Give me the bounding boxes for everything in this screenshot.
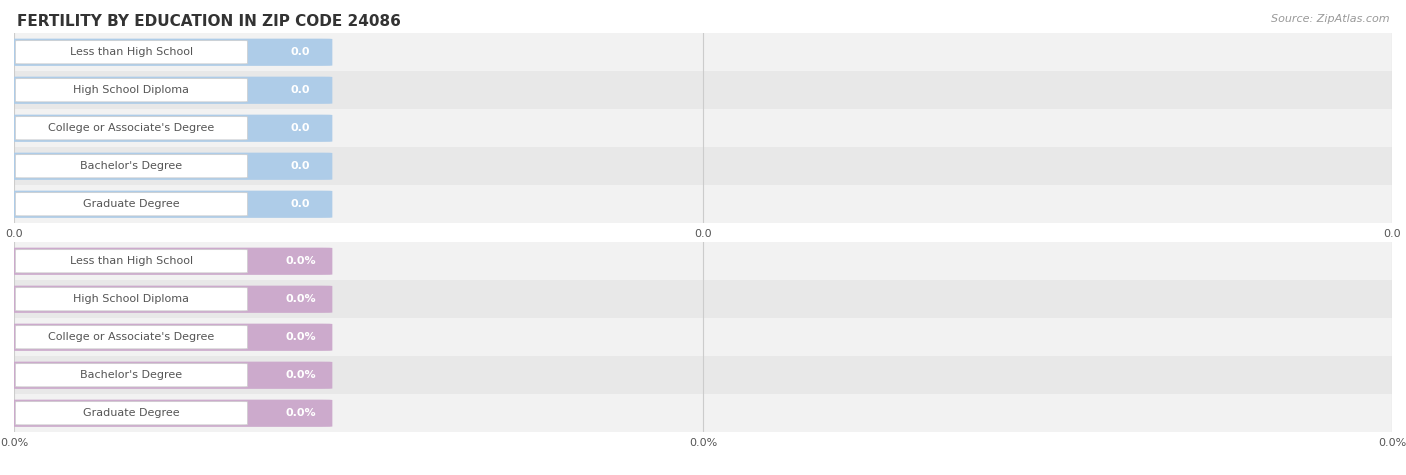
FancyBboxPatch shape	[15, 41, 247, 64]
FancyBboxPatch shape	[7, 323, 332, 351]
Text: Less than High School: Less than High School	[70, 256, 193, 266]
Text: 0.0: 0.0	[291, 47, 311, 57]
Text: Graduate Degree: Graduate Degree	[83, 199, 180, 209]
Bar	[14, 147, 1392, 185]
FancyBboxPatch shape	[7, 399, 332, 427]
Bar	[14, 185, 1392, 223]
Text: 0.0: 0.0	[291, 199, 311, 209]
Text: 0.0%: 0.0%	[285, 332, 316, 342]
Text: College or Associate's Degree: College or Associate's Degree	[48, 332, 215, 342]
FancyBboxPatch shape	[15, 402, 247, 425]
Bar	[14, 71, 1392, 109]
Bar	[14, 33, 1392, 71]
FancyBboxPatch shape	[7, 152, 332, 180]
Text: FERTILITY BY EDUCATION IN ZIP CODE 24086: FERTILITY BY EDUCATION IN ZIP CODE 24086	[17, 14, 401, 29]
Text: 0.0: 0.0	[291, 161, 311, 171]
Text: High School Diploma: High School Diploma	[73, 294, 190, 304]
Text: Bachelor's Degree: Bachelor's Degree	[80, 161, 183, 171]
Bar	[14, 318, 1392, 356]
FancyBboxPatch shape	[7, 76, 332, 104]
Bar	[14, 242, 1392, 280]
FancyBboxPatch shape	[7, 361, 332, 389]
Text: 0.0%: 0.0%	[285, 256, 316, 266]
Bar	[14, 356, 1392, 394]
Text: Bachelor's Degree: Bachelor's Degree	[80, 370, 183, 380]
Text: Less than High School: Less than High School	[70, 47, 193, 57]
FancyBboxPatch shape	[15, 288, 247, 311]
Text: 0.0%: 0.0%	[285, 408, 316, 418]
FancyBboxPatch shape	[15, 79, 247, 102]
Text: 0.0: 0.0	[291, 85, 311, 95]
FancyBboxPatch shape	[15, 364, 247, 387]
Bar	[14, 109, 1392, 147]
Text: Source: ZipAtlas.com: Source: ZipAtlas.com	[1271, 14, 1389, 24]
FancyBboxPatch shape	[15, 155, 247, 178]
Text: 0.0%: 0.0%	[285, 294, 316, 304]
FancyBboxPatch shape	[7, 114, 332, 142]
Bar	[14, 280, 1392, 318]
Text: Graduate Degree: Graduate Degree	[83, 408, 180, 418]
Text: College or Associate's Degree: College or Associate's Degree	[48, 123, 215, 133]
Bar	[14, 394, 1392, 432]
Text: 0.0%: 0.0%	[285, 370, 316, 380]
Text: 0.0: 0.0	[291, 123, 311, 133]
FancyBboxPatch shape	[7, 285, 332, 313]
FancyBboxPatch shape	[15, 117, 247, 140]
FancyBboxPatch shape	[7, 38, 332, 66]
FancyBboxPatch shape	[15, 326, 247, 349]
FancyBboxPatch shape	[7, 190, 332, 218]
Text: High School Diploma: High School Diploma	[73, 85, 190, 95]
FancyBboxPatch shape	[7, 247, 332, 275]
FancyBboxPatch shape	[15, 250, 247, 273]
FancyBboxPatch shape	[15, 193, 247, 216]
